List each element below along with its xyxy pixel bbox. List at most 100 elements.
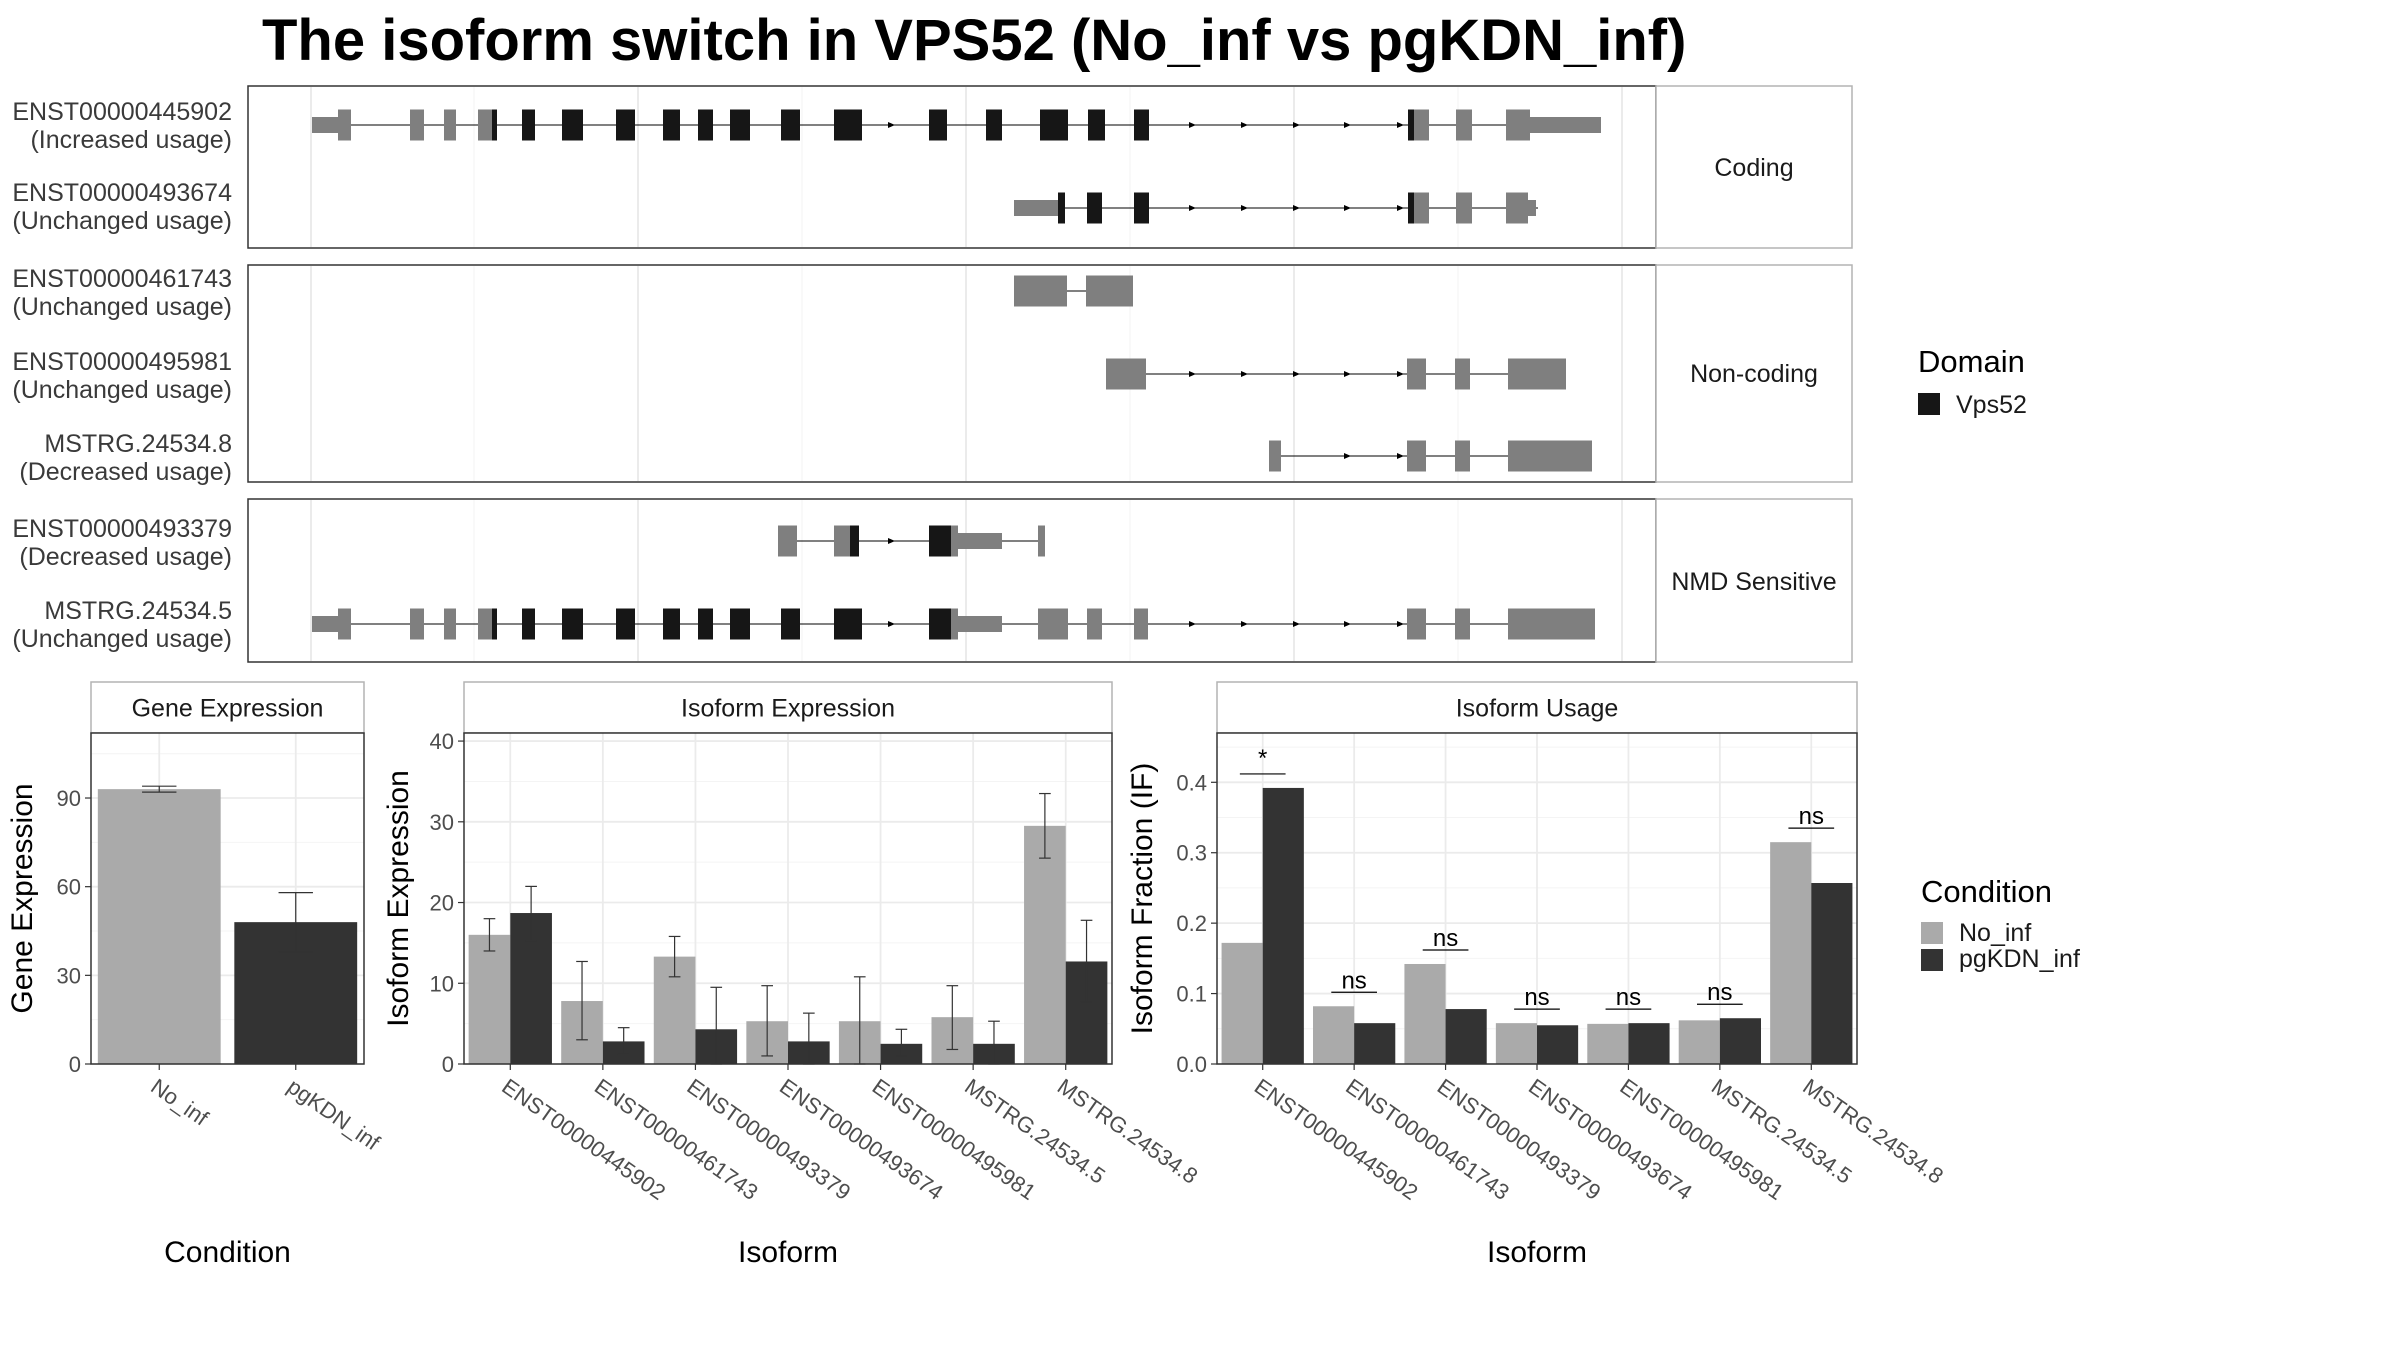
exon: [958, 533, 1002, 549]
bar: [1313, 1006, 1355, 1064]
domain-exon: [1058, 192, 1065, 224]
bar: [1587, 1023, 1629, 1064]
strand-arrow: [1293, 205, 1300, 211]
transcript-usage-label: (Unchanged usage): [12, 293, 232, 321]
exon: [478, 608, 492, 640]
exon: [478, 109, 492, 141]
condition-legend-title: Condition: [1921, 874, 2052, 909]
domain-legend: Domain Vps52: [1918, 344, 2027, 419]
y-tick-label: 30: [430, 810, 454, 835]
domain-exon: [522, 109, 535, 141]
panel-strip: [463, 681, 1113, 734]
strand-arrow: [1189, 122, 1196, 128]
significance-label: ns: [1341, 967, 1366, 994]
condition-legend-swatch-pgkdn-inf: [1921, 949, 1943, 971]
exon: [834, 525, 850, 557]
exon: [1087, 608, 1102, 640]
panel-strip-title: Isoform Usage: [1456, 695, 1619, 723]
strand-arrow: [1241, 371, 1248, 377]
coding-strip: [1655, 85, 1853, 249]
exon: [1506, 192, 1528, 224]
domain-exon: [616, 608, 635, 640]
domain-exon: [781, 608, 800, 640]
strand-arrow: [1344, 453, 1351, 459]
exon: [1530, 117, 1601, 133]
coding-strip-label: Coding: [1714, 154, 1793, 182]
exon: [1506, 109, 1530, 141]
exon: [1414, 109, 1429, 141]
y-tick-label: 0.3: [1176, 841, 1207, 866]
x-axis-title: Isoform: [738, 1236, 838, 1269]
exon: [1106, 358, 1146, 390]
plot-border: [90, 732, 365, 1065]
exon: [312, 117, 338, 133]
y-tick-label: 0.0: [1176, 1052, 1207, 1077]
y-tick-label: 90: [57, 786, 81, 811]
bar: [468, 934, 511, 1064]
strand-arrow: [888, 538, 895, 544]
gene-models: [312, 109, 1601, 640]
domain-exon: [1134, 192, 1149, 224]
bar: [1354, 1023, 1396, 1064]
exon: [1455, 608, 1470, 640]
x-tick-label: ENST00000493379: [1433, 1074, 1606, 1205]
domain-exon: [1408, 192, 1414, 224]
exon: [444, 109, 456, 141]
x-tick-label: ENST00000493674: [1524, 1074, 1697, 1205]
condition-legend: Condition No_inf pgKDN_inf: [1921, 874, 2080, 973]
exon: [444, 608, 456, 640]
domain-exon: [929, 525, 951, 557]
exon: [1038, 608, 1068, 640]
bar: [1221, 942, 1263, 1064]
coding-panel: [247, 85, 1657, 249]
strand-arrow: [1241, 205, 1248, 211]
y-tick-label: 0: [69, 1052, 81, 1077]
x-axis-title: Condition: [164, 1236, 291, 1269]
x-tick-label: ENST00000493379: [683, 1074, 856, 1205]
strand-arrow: [1189, 205, 1196, 211]
strand-arrow: [1344, 621, 1351, 627]
domain-legend-swatch: [1918, 393, 1940, 415]
transcript-structure-area: Coding Non-coding NMD Sensitive ENST0000…: [12, 85, 1853, 663]
strand-arrow: [1293, 371, 1300, 377]
domain-exon: [730, 608, 750, 640]
exon: [1038, 525, 1045, 557]
strand-arrow: [888, 122, 895, 128]
exon: [1407, 608, 1426, 640]
bar: [1404, 963, 1446, 1064]
strand-arrow: [1397, 122, 1404, 128]
exon: [1014, 275, 1067, 307]
condition-legend-label-pgkdn-inf: pgKDN_inf: [1959, 945, 2080, 973]
significance-label: ns: [1433, 925, 1458, 952]
transcript-id-label: MSTRG.24534.5: [44, 597, 232, 625]
exon: [778, 525, 797, 557]
exon: [1086, 275, 1133, 307]
exon: [1134, 608, 1148, 640]
domain-exon: [1040, 109, 1068, 141]
domain-exon: [492, 109, 497, 141]
y-tick-label: 0.2: [1176, 911, 1207, 936]
significance-label: *: [1258, 745, 1267, 772]
domain-legend-label: Vps52: [1956, 391, 2027, 419]
strand-arrow: [888, 621, 895, 627]
exon: [1407, 358, 1426, 390]
exon: [951, 525, 958, 557]
y-axis-title: Gene Expression: [6, 783, 39, 1013]
significance-label: ns: [1616, 984, 1641, 1011]
panel-strip: [90, 681, 365, 734]
exon: [338, 608, 351, 640]
domain-exon: [1088, 109, 1105, 141]
exon: [958, 616, 1002, 632]
exon: [410, 608, 424, 640]
strand-arrow: [1293, 621, 1300, 627]
strand-arrow: [1241, 122, 1248, 128]
transcript-usage-label: (Decreased usage): [19, 543, 232, 571]
y-tick-label: 0.1: [1176, 982, 1207, 1007]
transcript-id-label: ENST00000495981: [12, 348, 232, 376]
nmd-strip-label: NMD Sensitive: [1671, 568, 1836, 596]
gene-expression-chart: Gene Expression 0 30 60 90 No_inf pgKDN_inf Con…: [6, 681, 385, 1269]
bar: [1811, 883, 1853, 1064]
domain-exon: [562, 608, 583, 640]
transcript-id-label: ENST00000493379: [12, 515, 232, 543]
panel-strip-title: Isoform Expression: [681, 695, 895, 723]
